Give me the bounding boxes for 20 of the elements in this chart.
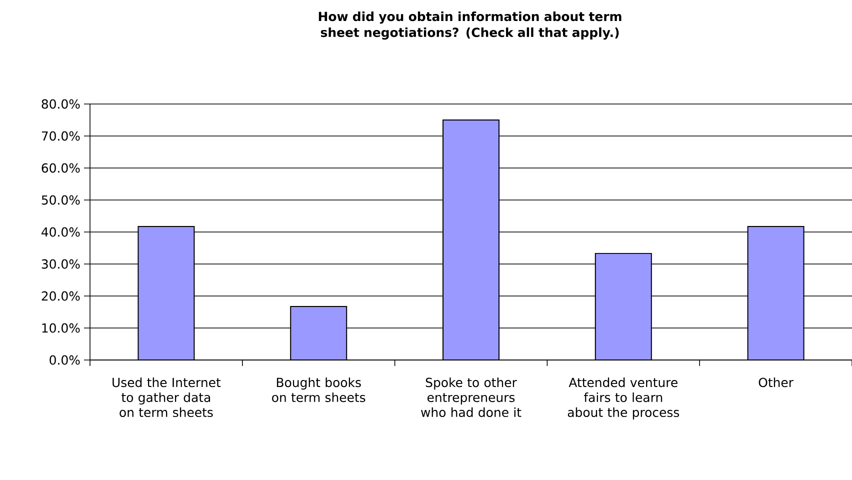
y-tick-label: 30.0% (42, 259, 80, 269)
y-tick-label: 40.0% (42, 227, 80, 237)
x-tick-label: Used the Internet to gather data on term sheets (112, 378, 221, 418)
y-tick-label: 70.0% (42, 131, 80, 141)
bar (290, 306, 348, 360)
bar (442, 119, 500, 360)
bar (747, 226, 804, 360)
y-tick-label: 10.0% (42, 323, 80, 333)
y-tick-label: 20.0% (42, 291, 80, 301)
y-tick-label: 0.0% (50, 355, 80, 365)
x-tick-label: Attended venture fairs to learn about the process (568, 378, 680, 420)
x-tick-label: Spoke to other entrepreneurs who had done it (421, 378, 522, 418)
bar (594, 252, 652, 360)
x-tick-label: Bought books on term sheets (272, 378, 366, 402)
y-tick-label: 80.0% (42, 99, 80, 109)
chart-title: How did you obtain information about term sheet negotiations? (Check all that apply.) (318, 12, 622, 40)
y-tick-label: 60.0% (42, 163, 80, 173)
bar (138, 226, 195, 360)
y-tick-label: 50.0% (42, 195, 80, 205)
x-tick-label: Other (758, 378, 794, 388)
